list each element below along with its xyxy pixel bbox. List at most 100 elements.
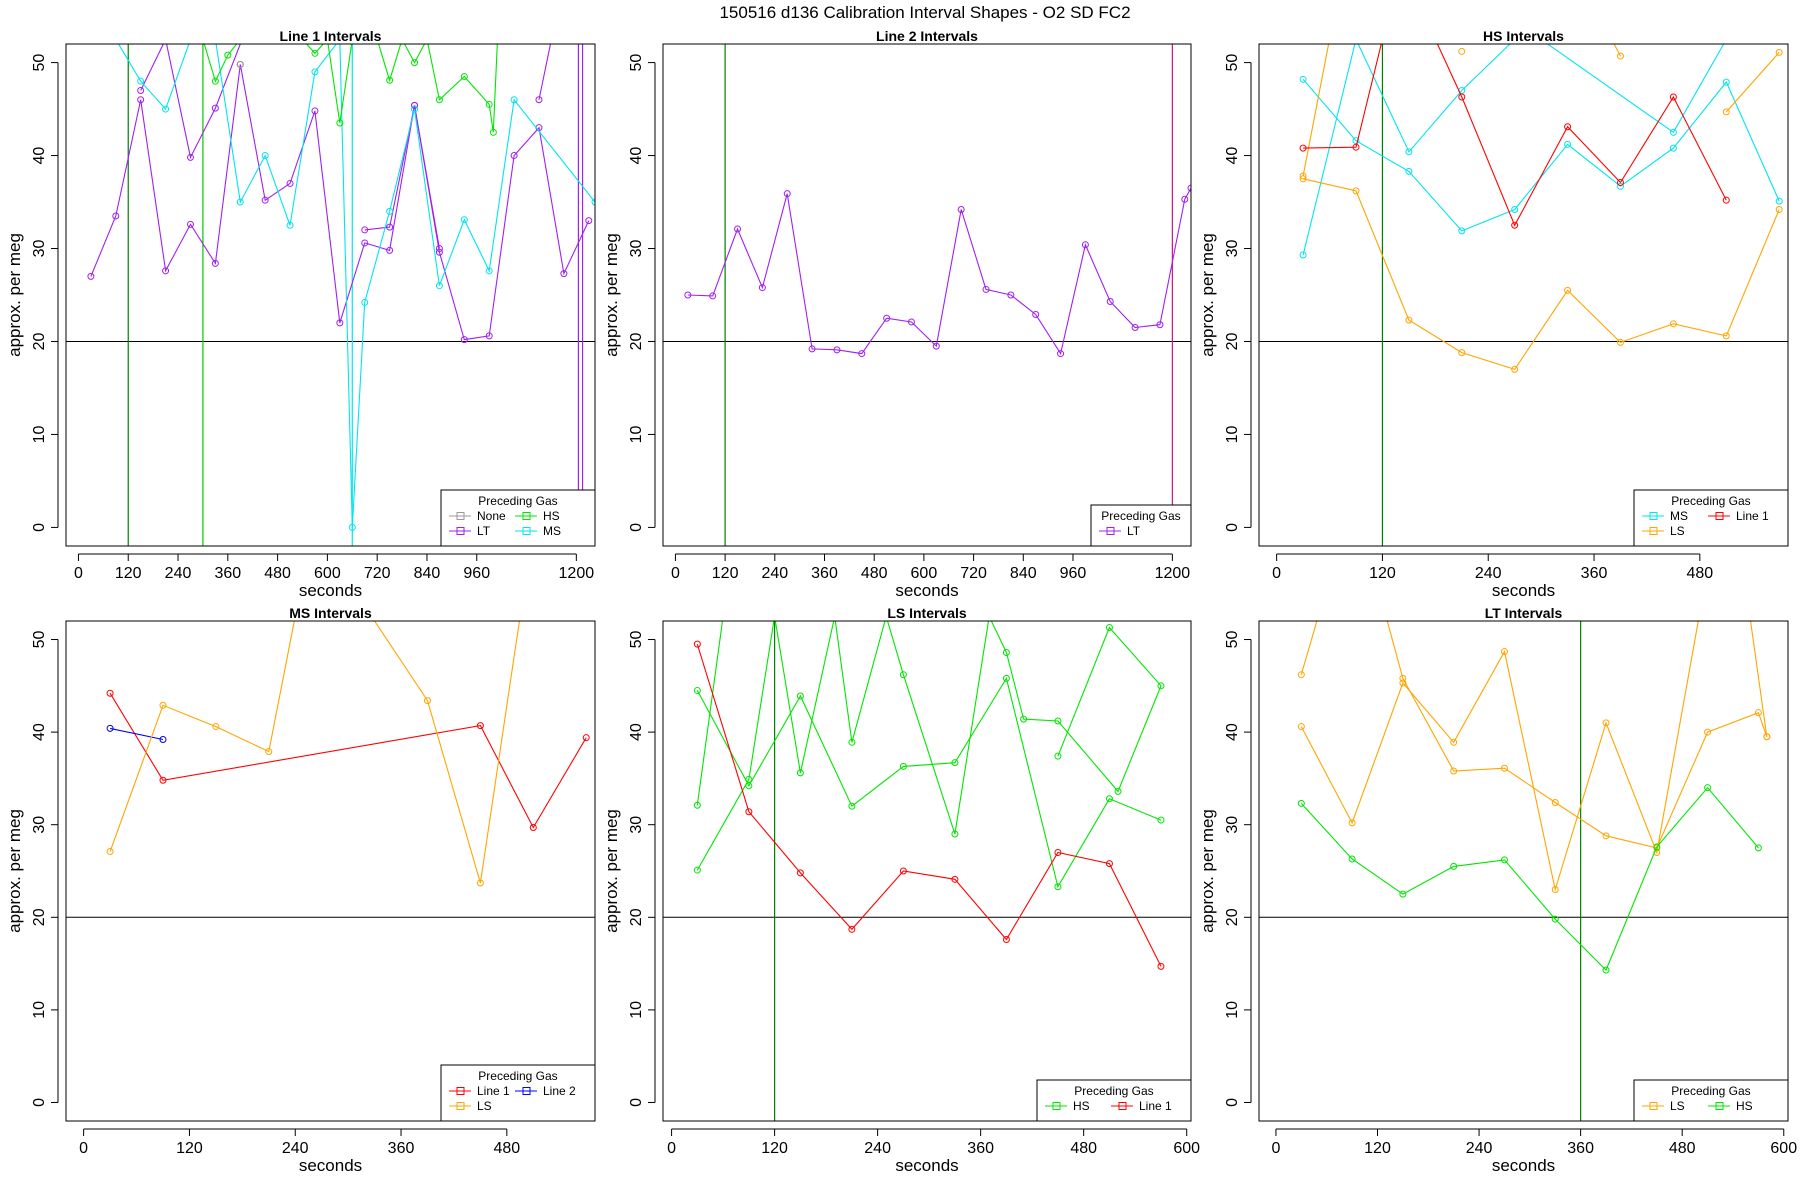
data-point [1352,137,1360,145]
legend-title: Preceding Gas [1671,1084,1750,1098]
data-point [435,96,443,104]
series-line [1300,621,1318,675]
x-axis: 0 120 240 360 480 600 seconds [1271,1128,1797,1175]
data-point [1114,787,1122,795]
x-tick-label: 0 [671,565,680,582]
data-point [1500,648,1508,656]
data-point [796,769,804,777]
legend-label: HS [1736,1099,1753,1113]
chart-panel-1: Line 1 Intervals 0 120 240 360 480 600 720 840 96… [5,28,596,600]
y-tick-label: 40 [31,723,48,741]
data-point [1669,144,1677,152]
x-tick-label: 360 [967,1140,994,1157]
x-axis-label: seconds [895,581,958,600]
series-line [1300,786,1759,972]
data-point [112,212,120,220]
data-point [159,776,167,784]
series-hs [1297,784,1762,974]
y-tick-label: 20 [1224,332,1241,350]
x-axis: 0 120 240 360 480 600 720 840 960 1200 seconds [671,553,1191,600]
data-point [932,342,940,350]
x-tick-label: 600 [1173,1140,1200,1157]
data-point [848,925,856,933]
data-point [1157,816,1165,824]
x-axis: 0 120 240 360 480 seconds [1272,553,1713,600]
y-tick-label: 50 [1224,631,1241,649]
legend-box [1036,1079,1192,1122]
legend-swatch-marker [1649,512,1658,520]
data-point [1352,187,1360,195]
data-point [212,723,220,731]
legend-item: None [449,509,506,523]
x-tick-label: 240 [1466,1140,1493,1157]
legend-swatch-marker [456,1087,465,1095]
series-line [1302,78,1780,232]
y-tick-label: 10 [1224,425,1241,443]
data-point [1775,48,1783,56]
x-axis-label: seconds [1492,1156,1555,1175]
data-point [1156,321,1164,329]
x-axis: 0 120 240 360 480 seconds [79,1128,520,1175]
x-tick-label: 240 [761,565,788,582]
data-point [137,86,145,94]
y-tick-label: 20 [628,332,645,350]
legend-title: Preceding Gas [478,1069,557,1083]
data-point [311,49,319,57]
data-point [510,152,518,160]
data-point [106,689,114,697]
data-point [585,217,593,225]
series-line [696,621,724,806]
data-point [560,270,568,278]
y-axis: 0 10 20 30 40 50 approx. per meg [602,631,656,1107]
x-tick-label: 360 [1581,565,1608,582]
legend-label: HS [543,509,560,523]
legend-box [1633,1079,1789,1122]
legend-swatch-marker [522,512,531,520]
y-axis-label: approx. per meg [5,233,24,357]
chart-title: LS Intervals [887,605,967,621]
data-point [186,153,194,161]
data-point [106,848,114,856]
plot-frame [1258,620,1789,1122]
x-tick-label: 240 [282,1140,309,1157]
data-point [435,282,443,290]
series-ms [1299,44,1725,259]
y-tick-label: 40 [31,147,48,165]
data-point [1551,915,1559,923]
y-tick-label: 10 [31,425,48,443]
x-tick-label: 960 [1060,565,1087,582]
series-line [90,64,590,341]
data-point [224,51,232,59]
legend-label: Line 1 [1736,509,1769,523]
data-point [1551,798,1559,806]
data-point [311,107,319,115]
x-tick-label: 120 [176,1140,203,1157]
data-point [899,867,907,875]
legend-item: LS [449,1099,492,1113]
y-axis: 0 10 20 30 40 50 approx. per meg [1198,631,1252,1107]
data-point [1511,365,1519,373]
data-point [808,345,816,353]
legend-box [1633,489,1789,547]
series-none [236,60,244,68]
data-point [582,734,590,742]
data-point [261,196,269,204]
series-ls [1722,48,1783,116]
data-point [591,198,595,206]
data-point [745,808,753,816]
series-ls [1299,44,1330,180]
x-tick-label: 0 [79,1140,88,1157]
data-point [1450,738,1458,746]
y-tick-label: 10 [1224,1001,1241,1019]
legend-swatch-marker [1715,1102,1724,1110]
x-axis-label: seconds [1492,581,1555,600]
data-point [1564,123,1572,131]
y-tick-label: 0 [31,523,48,532]
x-tick-label: 360 [1567,1140,1594,1157]
series-line [1300,621,1699,892]
data-point [435,248,443,256]
x-tick-label: 1200 [1155,565,1191,582]
data-point [1754,709,1762,717]
x-tick-label: 720 [960,565,987,582]
x-tick-label: 600 [314,565,341,582]
